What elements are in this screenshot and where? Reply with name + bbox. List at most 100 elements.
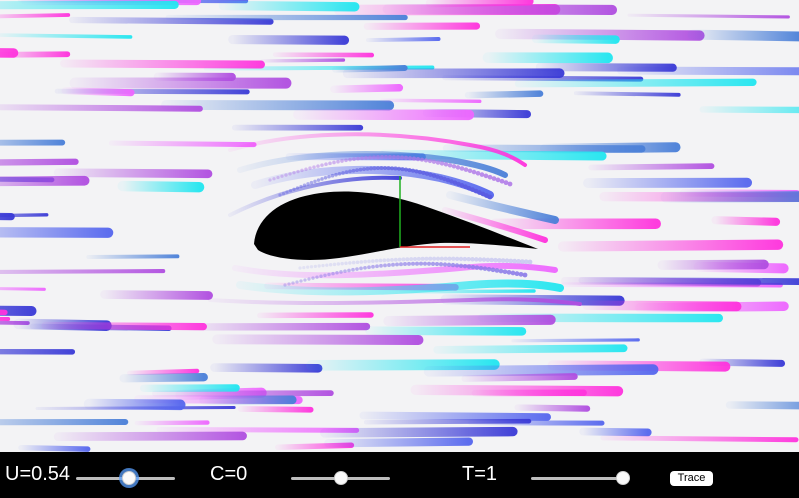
streamline-dot (284, 173, 288, 177)
streamline-dot (360, 156, 364, 161)
streamline-dot (355, 267, 359, 271)
streamline-dot (400, 167, 405, 172)
particle-streak (363, 418, 532, 425)
trace-button[interactable]: Trace (670, 471, 713, 486)
particle-streak (540, 142, 681, 154)
streamline-dot (463, 167, 469, 172)
streamline-dot (483, 173, 489, 179)
particle-streak (461, 373, 578, 382)
streamline-dot (423, 158, 429, 163)
streamline-dot (323, 273, 327, 278)
t-slider[interactable] (531, 477, 630, 480)
streamline-dot (317, 264, 321, 268)
streamline-dot (523, 259, 529, 265)
streamline-dot (384, 154, 388, 159)
particle-streak (210, 363, 323, 373)
streamline-dot (435, 160, 441, 165)
streamline-dot (295, 186, 300, 190)
streamline-dot (415, 157, 421, 162)
streamline-dot (508, 258, 514, 264)
particle-streak (61, 87, 135, 97)
streamline-dot (442, 262, 448, 267)
streamline-dot (470, 257, 475, 262)
streamline-dot (413, 257, 417, 261)
streamline-dot (503, 180, 509, 186)
streamline-dot (328, 161, 332, 166)
streamline-dot (497, 258, 502, 263)
streamline-dot (428, 172, 433, 177)
streamline-dot (324, 162, 328, 166)
particle-streak (410, 384, 624, 397)
particle-streak (0, 212, 15, 221)
streamline-dot (306, 182, 310, 186)
particle-streak (699, 106, 799, 114)
streamline-dot (359, 260, 364, 264)
streamline-dot (445, 177, 451, 183)
particle-streak (425, 0, 534, 8)
particle-streak (330, 84, 404, 93)
streamline-dot (438, 262, 444, 267)
particle-streak (578, 276, 799, 285)
streamline-dot (382, 258, 387, 263)
u-slider-thumb[interactable] (122, 471, 137, 485)
particle-streak (0, 104, 203, 112)
particle-streak (531, 34, 620, 44)
streamline-dot (313, 264, 317, 269)
curved-streak (442, 207, 548, 243)
streamline-dot (332, 160, 336, 165)
streamline-dot (518, 271, 524, 277)
streamline-dot (328, 263, 333, 267)
streamline-dot (320, 177, 324, 181)
streamline-dot (475, 171, 481, 176)
streamline-dot (391, 262, 395, 267)
particle-streak (711, 216, 781, 226)
streamline-dot (424, 256, 429, 261)
streamline-dot (479, 172, 485, 177)
c-slider-thumb[interactable] (333, 471, 348, 485)
streamline-dot (309, 265, 314, 269)
streamline-dot (371, 264, 375, 269)
particle-streak (86, 254, 180, 259)
streamline-dot (486, 266, 492, 272)
t-slider-thumb[interactable] (615, 471, 630, 485)
streamline-dot (295, 280, 299, 284)
particle-streak (117, 180, 205, 193)
streamline-dot (442, 176, 447, 182)
streamline-dot (298, 266, 302, 270)
streamline-dot (414, 169, 419, 174)
streamline-dot (337, 171, 342, 176)
streamline-dot (386, 166, 391, 171)
particle-streak (320, 426, 518, 438)
streamline-dot (309, 180, 314, 185)
streamline-dot (418, 261, 424, 266)
streamline-dot (466, 264, 472, 269)
streamline-dot (446, 262, 452, 267)
particle-streak (53, 431, 247, 442)
streamline-dot (406, 261, 412, 266)
flow-field (0, 0, 799, 452)
u-label: U=0.54 (5, 463, 71, 485)
particle-streak (0, 227, 114, 238)
streamline-dot (327, 174, 331, 179)
particle-streak (127, 368, 200, 376)
streamline-dot (285, 190, 289, 194)
streamline-dot (419, 157, 425, 162)
streamline-dot (388, 155, 392, 159)
streamline-dot (431, 159, 437, 164)
particle-streak (588, 163, 715, 171)
streamline-dot (485, 257, 491, 263)
particle-streak (579, 427, 652, 437)
streamline-dot (359, 266, 363, 271)
streamline-dot (312, 165, 316, 169)
streamline-dot (452, 180, 458, 185)
particle-streak (332, 65, 408, 73)
particle-streak (60, 59, 265, 69)
particle-streak (0, 269, 166, 274)
streamline-dot (435, 256, 441, 261)
streamline-dot (299, 279, 303, 283)
streamline-dot (414, 261, 420, 266)
streamline-dot (399, 155, 405, 160)
streamline-dot (376, 166, 380, 171)
streamline-dot (296, 169, 300, 174)
particle-streak (134, 420, 210, 426)
